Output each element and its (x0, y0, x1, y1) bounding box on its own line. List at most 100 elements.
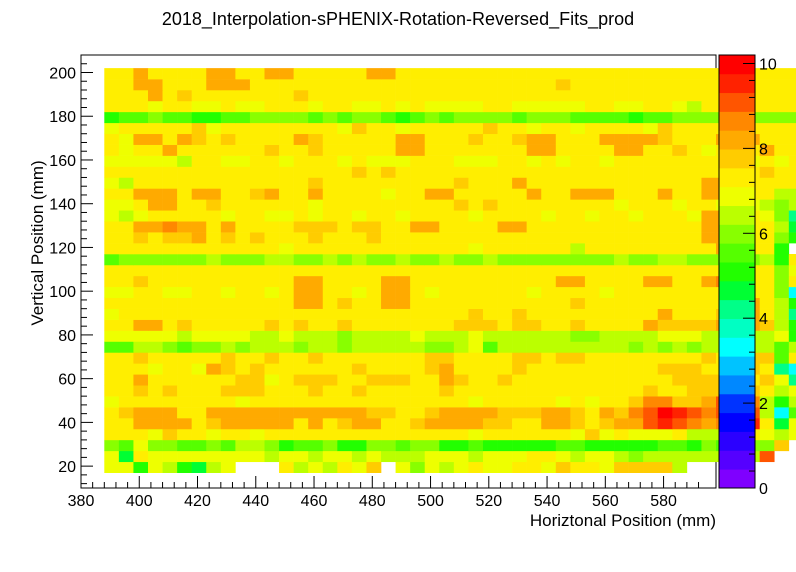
heatmap-bin (264, 79, 280, 91)
heatmap-bin (555, 111, 571, 124)
heatmap-bin (541, 199, 557, 211)
heatmap-bin (526, 133, 542, 145)
heatmap-bin (177, 407, 192, 419)
heatmap-bin (497, 111, 513, 124)
heatmap-bin (584, 243, 600, 255)
color-scale-swatch (719, 412, 755, 432)
heatmap-bin (453, 407, 469, 419)
heatmap-bin (206, 385, 222, 397)
heatmap-bin (439, 111, 455, 124)
heatmap-bin (148, 461, 163, 473)
heatmap-bin (584, 363, 600, 375)
heatmap-bin (584, 275, 600, 288)
heatmap-bin (788, 418, 796, 430)
heatmap-bin (453, 264, 469, 277)
heatmap-bin (279, 308, 294, 320)
heatmap-bin (148, 418, 163, 430)
heatmap-bin (701, 133, 717, 145)
heatmap-bin (512, 385, 527, 397)
heatmap-bin (395, 439, 411, 452)
heatmap-bin (206, 297, 222, 309)
heatmap-bin (206, 188, 222, 200)
heatmap-bin (512, 308, 527, 320)
heatmap-bin (177, 79, 192, 91)
heatmap-bin (439, 418, 455, 430)
heatmap-bin (701, 396, 717, 408)
heatmap-bin (614, 155, 629, 167)
x-tick-label: 380 (68, 493, 95, 510)
heatmap-bin (468, 286, 484, 299)
heatmap-bin (482, 111, 498, 124)
heatmap-bin (686, 319, 702, 331)
heatmap-bin (774, 199, 790, 211)
heatmap-bin (686, 210, 702, 222)
heatmap-bin (774, 166, 790, 178)
heatmap-bin (453, 210, 469, 222)
heatmap-bin (220, 188, 236, 200)
heatmap-bin (191, 286, 207, 299)
heatmap-bin (482, 363, 498, 375)
heatmap-bin (191, 155, 207, 167)
heatmap-bin (424, 210, 440, 222)
heatmap-bin (235, 122, 251, 135)
heatmap-bin (235, 144, 251, 156)
heatmap-bin (118, 232, 134, 244)
heatmap-bin (148, 396, 163, 408)
heatmap-bin (774, 341, 790, 353)
heatmap-bin (337, 199, 353, 211)
heatmap-bin (614, 264, 629, 277)
heatmap-bin (584, 461, 600, 473)
heatmap-bin (512, 210, 527, 222)
heatmap-bin (410, 89, 426, 102)
heatmap-bin (526, 286, 542, 299)
heatmap-bin (104, 374, 120, 386)
heatmap-bin (468, 166, 484, 178)
heatmap-bin (570, 461, 586, 473)
heatmap-bin (424, 363, 440, 375)
heatmap-bin (570, 363, 586, 375)
heatmap-bin (497, 297, 513, 309)
heatmap-bin (497, 177, 513, 189)
heatmap-bin (468, 232, 484, 244)
heatmap-bin (293, 210, 309, 222)
heatmap-bin (279, 418, 294, 430)
heatmap-bin (526, 79, 542, 91)
heatmap-bin (541, 111, 557, 124)
heatmap-bin (657, 396, 673, 408)
heatmap-bin (162, 286, 178, 299)
heatmap-bin (410, 188, 426, 200)
heatmap-bin (279, 133, 294, 145)
heatmap-bin (672, 407, 688, 419)
heatmap-bin (614, 363, 629, 375)
y-tick-label: 120 (49, 240, 76, 257)
heatmap-bin (104, 385, 120, 397)
y-tick-label: 200 (49, 65, 76, 82)
heatmap-bin (162, 79, 178, 91)
heatmap-bin (672, 221, 688, 233)
heatmap-bin (570, 264, 586, 277)
heatmap-bin (264, 243, 280, 255)
heatmap-bin (395, 79, 411, 91)
heatmap-bin (512, 155, 527, 167)
heatmap-bin (497, 286, 513, 299)
heatmap-bin (104, 450, 120, 463)
heatmap-bin (453, 275, 469, 288)
heatmap-bin (410, 264, 426, 277)
heatmap-bin (628, 330, 644, 342)
heatmap-bin (701, 363, 717, 375)
heatmap-bin (410, 144, 426, 156)
heatmap-bin (206, 221, 222, 233)
heatmap-bin (424, 439, 440, 452)
color-scale-swatch (719, 299, 755, 319)
heatmap-bin (249, 352, 265, 364)
heatmap-bin (133, 374, 149, 386)
heatmap-bin (148, 122, 163, 135)
heatmap-bin (788, 428, 796, 441)
heatmap-bin (264, 177, 280, 189)
heatmap-bin (468, 374, 484, 386)
heatmap-bin (177, 133, 192, 145)
heatmap-bin (322, 210, 338, 222)
heatmap-bin (482, 122, 498, 135)
heatmap-bin (395, 330, 411, 342)
